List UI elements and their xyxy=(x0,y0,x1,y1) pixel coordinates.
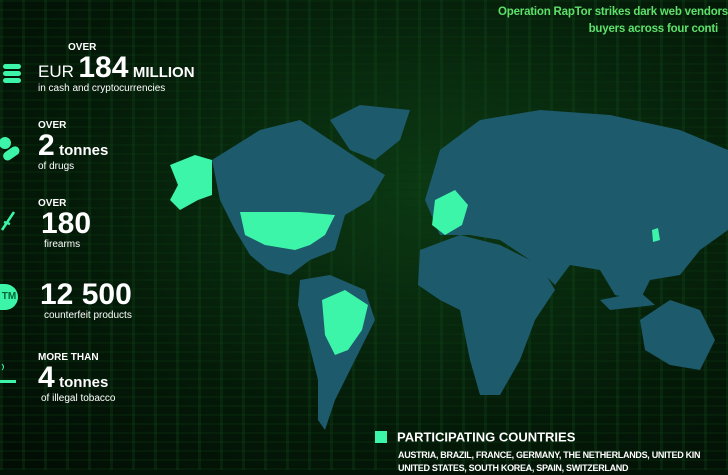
headline: Operation RapTor strikes dark web vendor… xyxy=(485,4,728,38)
africa xyxy=(418,235,555,395)
stat-counterfeit: 12 500 counterfeit products xyxy=(40,278,132,322)
stat-value: 2 xyxy=(38,129,55,162)
stat-value: 180 xyxy=(41,207,92,240)
stat-tobacco: MORE THAN 4 tonnes of illegal tobacco xyxy=(38,352,116,404)
eurasia xyxy=(425,110,728,300)
australia xyxy=(640,300,715,370)
stat-firearms: OVER 180 firearms xyxy=(38,198,91,250)
trademark-icon: TM xyxy=(0,284,18,310)
indonesia xyxy=(600,292,655,310)
stat-value: 12 500 xyxy=(40,278,132,311)
stat-unit: tonnes xyxy=(59,142,109,159)
stat-prefix: OVER xyxy=(38,198,67,209)
stat-desc: counterfeit products xyxy=(44,310,132,321)
alaska-highlight xyxy=(170,155,212,210)
legend: PARTICIPATING COUNTRIES AUSTRIA, BRAZIL,… xyxy=(375,428,728,475)
stat-desc: firearms xyxy=(44,239,81,250)
stat-currency: EUR xyxy=(38,62,74,81)
usa-highlight xyxy=(240,212,335,250)
stat-prefix: OVER xyxy=(68,42,97,53)
stat-value: 184 xyxy=(78,51,129,84)
legend-countries-line2: UNITED STATES, SOUTH KOREA, SPAIN, SWITZ… xyxy=(398,463,629,473)
stat-desc: in cash and cryptocurrencies xyxy=(38,83,166,94)
south-korea-highlight xyxy=(652,228,660,242)
europe-highlight xyxy=(432,190,468,235)
headline-line2: buyers across four conti xyxy=(588,23,719,35)
stat-value: 4 xyxy=(38,361,55,394)
rifle-icon xyxy=(0,208,16,237)
cigarette-icon xyxy=(0,360,18,391)
stat-drugs: OVER 2 tonnes of drugs xyxy=(38,120,108,172)
legend-countries-line1: AUSTRIA, BRAZIL, FRANCE, GERMANY, THE NE… xyxy=(398,450,701,460)
stat-prefix: OVER xyxy=(38,120,67,131)
stat-cash: OVER EUR 184 MILLION in cash and cryptoc… xyxy=(38,42,195,94)
legend-swatch xyxy=(375,430,387,443)
stat-desc: of illegal tobacco xyxy=(41,393,116,404)
stat-desc: of drugs xyxy=(38,161,75,172)
coins-stack-icon xyxy=(0,62,24,91)
stat-unit: MILLION xyxy=(132,64,195,81)
stat-unit: tonnes xyxy=(59,374,109,391)
greenland xyxy=(330,105,410,160)
stat-prefix: MORE THAN xyxy=(38,352,99,363)
pills-icon xyxy=(0,135,22,170)
headline-line1: Operation RapTor strikes dark web vendor… xyxy=(498,6,728,18)
legend-title: PARTICIPATING COUNTRIES xyxy=(397,429,576,445)
brazil-highlight xyxy=(322,290,368,355)
